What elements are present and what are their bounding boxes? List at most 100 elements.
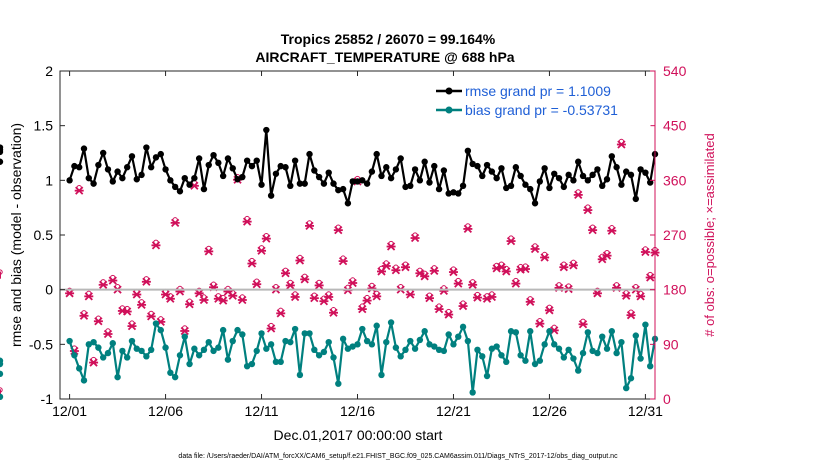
rmse-point bbox=[359, 177, 366, 184]
bias-point bbox=[546, 328, 553, 335]
rmse-point bbox=[642, 169, 649, 176]
bias-point bbox=[277, 358, 284, 366]
obs-assimilated-marker bbox=[544, 306, 554, 315]
bias-point bbox=[531, 360, 539, 368]
y2-tick-label: 270 bbox=[663, 227, 687, 243]
obs-assimilated-marker bbox=[535, 319, 545, 328]
bias-point bbox=[402, 346, 409, 353]
obs-assimilated-marker bbox=[151, 241, 161, 250]
bias-point bbox=[392, 344, 400, 351]
bias-point bbox=[459, 323, 467, 331]
bias-point bbox=[0, 370, 4, 378]
rmse-point bbox=[527, 185, 534, 193]
obs-assimilated-marker bbox=[65, 289, 75, 298]
bias-point bbox=[411, 345, 419, 352]
bias-point bbox=[627, 375, 635, 382]
bias-point bbox=[263, 345, 270, 352]
bias-point bbox=[215, 344, 222, 351]
bias-point bbox=[527, 328, 534, 335]
rmse-point bbox=[531, 200, 539, 207]
obs-assimilated-marker bbox=[324, 292, 334, 302]
obs-assimilated-marker bbox=[127, 321, 137, 331]
bias-point bbox=[224, 356, 232, 363]
y2-tick-label: 450 bbox=[663, 118, 687, 134]
rmse-point bbox=[167, 177, 174, 184]
obs-assimilated-marker bbox=[640, 247, 650, 257]
obs-assimilated-marker bbox=[420, 272, 430, 281]
obs-assimilated-marker bbox=[266, 324, 276, 333]
rmse-point bbox=[195, 155, 203, 162]
bias-point bbox=[195, 352, 203, 359]
rmse-point bbox=[522, 181, 529, 188]
rmse-point bbox=[387, 174, 395, 182]
rmse-point bbox=[575, 158, 582, 165]
obs-assimilated-marker bbox=[348, 278, 358, 288]
rmse-point bbox=[80, 145, 88, 152]
bias-point bbox=[99, 354, 107, 361]
obs-assimilated-marker bbox=[501, 267, 511, 276]
bias-point bbox=[344, 345, 352, 352]
obs-possible-marker bbox=[0, 387, 3, 393]
obs-assimilated-marker bbox=[520, 264, 530, 274]
obs-assimilated-marker bbox=[372, 292, 382, 301]
bias-point bbox=[171, 373, 179, 381]
bias-point bbox=[637, 355, 644, 362]
bias-point bbox=[325, 338, 332, 346]
rmse-point bbox=[234, 176, 241, 183]
obs-assimilated-marker bbox=[103, 329, 113, 339]
obs-assimilated-marker bbox=[218, 296, 228, 305]
obs-assimilated-marker bbox=[329, 308, 339, 317]
rmse-point bbox=[272, 170, 280, 177]
rmse-point bbox=[282, 164, 289, 171]
rmse-point bbox=[311, 167, 318, 174]
bias-point bbox=[378, 371, 385, 379]
bias-point bbox=[0, 360, 4, 368]
obs-assimilated-marker bbox=[381, 261, 391, 271]
rmse-point bbox=[392, 166, 400, 173]
rmse-point bbox=[325, 169, 332, 176]
bias-point bbox=[239, 331, 246, 338]
bias-point bbox=[335, 380, 342, 387]
obs-assimilated-marker bbox=[472, 293, 482, 302]
y2-tick-label: 180 bbox=[663, 282, 687, 298]
rmse-point bbox=[608, 153, 616, 160]
rmse-point bbox=[493, 174, 500, 182]
obs-assimilated-marker bbox=[525, 297, 535, 306]
y2-axis-label: # of obs: o=possible; ×=assimilated bbox=[702, 133, 717, 336]
bias-point bbox=[320, 348, 328, 356]
obs-assimilated-marker bbox=[616, 140, 626, 149]
legend: rmse grand pr = 1.1009 bias grand pr = -… bbox=[431, 77, 651, 127]
bias-point bbox=[440, 347, 448, 355]
bias-point bbox=[632, 332, 640, 339]
rmse-point bbox=[584, 177, 592, 184]
rmse-point bbox=[95, 161, 102, 169]
bias-point bbox=[594, 349, 601, 357]
footnote: data file: /Users/raeder/DAI/ATM_forcXX/… bbox=[178, 453, 618, 460]
rmse-point bbox=[339, 185, 347, 193]
obs-assimilated-marker bbox=[146, 312, 156, 321]
obs-assimilated-marker bbox=[108, 276, 118, 285]
bias-point bbox=[647, 363, 654, 370]
rmse-point bbox=[378, 172, 385, 180]
bias-point bbox=[488, 345, 496, 352]
rmse-point bbox=[123, 164, 131, 171]
bias-point bbox=[493, 343, 500, 350]
rmse-point bbox=[483, 161, 491, 169]
y2-tick-label: 0 bbox=[663, 391, 671, 407]
bias-point bbox=[431, 343, 438, 350]
rmse-point bbox=[426, 179, 433, 186]
bias-point bbox=[474, 346, 481, 353]
bias-point bbox=[119, 347, 126, 355]
rmse-point bbox=[618, 181, 625, 188]
rmse-point bbox=[464, 147, 472, 155]
rmse-point bbox=[445, 190, 452, 197]
y2-tick-label: 90 bbox=[663, 336, 679, 352]
bias-point bbox=[512, 329, 520, 336]
bias-point bbox=[397, 353, 404, 360]
bias-point bbox=[464, 337, 472, 345]
rmse-point bbox=[263, 126, 270, 134]
bias-point bbox=[205, 338, 212, 346]
bias-point bbox=[90, 338, 97, 346]
legend-bias-marker bbox=[445, 106, 453, 114]
bias-point bbox=[603, 345, 611, 352]
